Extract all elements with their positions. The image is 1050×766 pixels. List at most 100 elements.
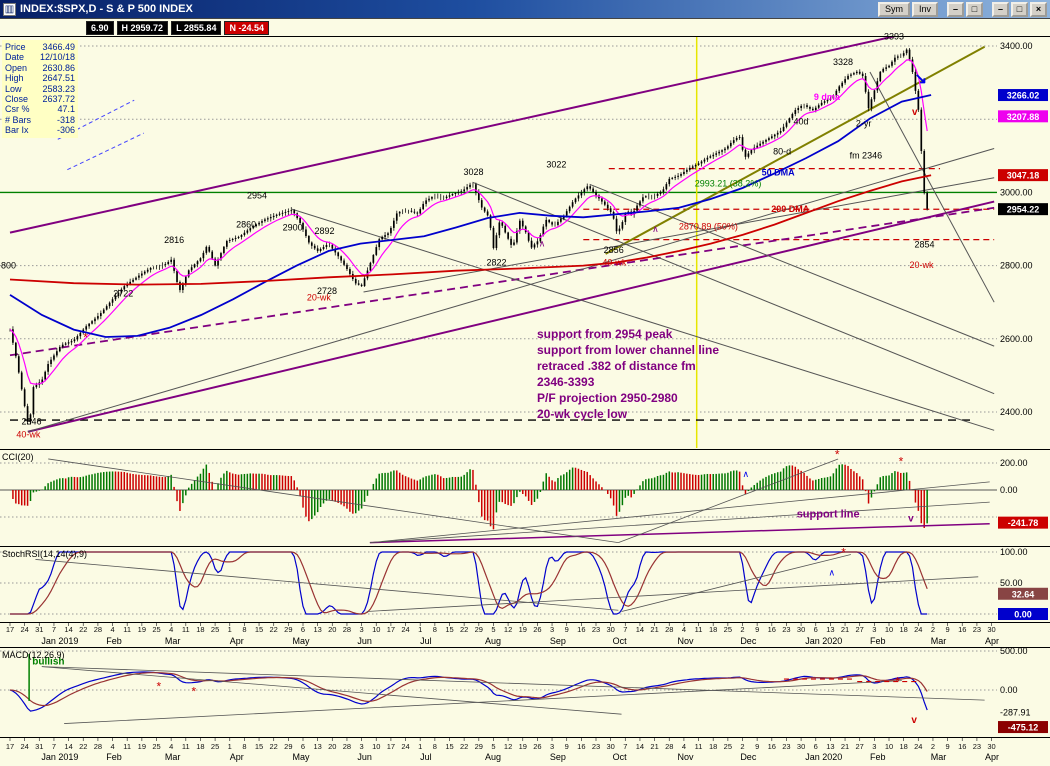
ma-9dma-line xyxy=(9,59,928,385)
restore-child-button[interactable]: □ xyxy=(966,1,983,17)
price-axis-badge-text: 3266.02 xyxy=(1007,91,1040,101)
x-axis-day-label: 13 xyxy=(313,625,321,634)
cci-axis-badge xyxy=(998,516,1048,529)
x-axis-day-label: 28 xyxy=(343,742,351,751)
x-axis-day-label: 11 xyxy=(695,742,703,751)
x-axis-day-label: 18 xyxy=(709,625,717,634)
date-axis: 17 24 31 7 14 22 28 4 11 19 25 4 11 18 25 1 8 15 22 29 6 13 20… xyxy=(6,623,999,762)
swing-price-label: 2722 xyxy=(113,288,133,298)
trendline xyxy=(605,45,986,255)
info-row: High 2647.51 xyxy=(5,73,75,84)
x-axis-day-label: 14 xyxy=(636,625,644,634)
cci-marker: ∧ xyxy=(743,469,750,479)
x-axis-month-label: Mar xyxy=(931,636,947,646)
x-axis-month-label: May xyxy=(293,636,311,646)
x-axis-day-label: 1 xyxy=(418,742,422,751)
chart-annotation-label: 50 DMA xyxy=(762,168,796,178)
price-axis-badge xyxy=(998,169,1048,182)
macd-trendline xyxy=(64,680,902,724)
trendline xyxy=(292,208,995,431)
x-axis-day-label: 22 xyxy=(460,742,468,751)
x-axis-month-label: Feb xyxy=(106,752,122,762)
x-axis-day-label: 17 xyxy=(6,625,14,634)
close-button[interactable]: × xyxy=(1030,1,1047,17)
x-axis-month-label: Feb xyxy=(106,636,122,646)
note-text-line: support from 2954 peak xyxy=(537,327,673,341)
x-axis-day-label: 31 xyxy=(35,625,43,634)
x-axis-day-label: 31 xyxy=(35,742,43,751)
x-axis-day-label: 23 xyxy=(782,625,790,634)
ma-200dma-line xyxy=(9,174,932,286)
x-axis-day-label: 18 xyxy=(899,742,907,751)
high-box: H 2959.72 xyxy=(116,21,169,35)
x-axis-day-label: 1 xyxy=(228,625,232,634)
x-axis-month-label: Mar xyxy=(165,752,181,762)
macd-axis-badge xyxy=(998,721,1048,734)
price-axis-label: 2600.00 xyxy=(1000,334,1033,344)
minimize-button[interactable]: – xyxy=(992,1,1009,17)
x-axis-day-label: 20 xyxy=(328,742,336,751)
minimize-child-button[interactable]: – xyxy=(947,1,964,17)
x-axis-month-label: Sep xyxy=(550,752,566,762)
swing-price-label: 3022 xyxy=(546,160,566,170)
x-axis-day-label: 6 xyxy=(301,625,305,634)
x-axis-day-label: 16 xyxy=(577,742,585,751)
stochrsi-marker: ∧ xyxy=(829,568,836,578)
info-row: Csr % 47.1 xyxy=(5,104,75,115)
x-axis-day-label: 15 xyxy=(255,625,263,634)
title-bar[interactable]: ▥ INDEX:$SPX,D - S & P 500 INDEX Sym Inv… xyxy=(0,0,1050,19)
x-axis-day-label: 3 xyxy=(550,625,554,634)
maximize-button[interactable]: □ xyxy=(1011,1,1028,17)
x-axis-day-label: 8 xyxy=(242,742,246,751)
cci-panel: ∧ * * v support line xyxy=(12,450,990,544)
x-axis-day-label: 27 xyxy=(856,742,864,751)
x-axis-day-label: 2 xyxy=(931,742,935,751)
cci-trendline xyxy=(369,481,990,544)
note-text-line: 2346-3393 xyxy=(537,375,595,389)
info-row: # Bars -318 xyxy=(5,114,75,125)
chart-annotation-label: 200 DMA xyxy=(771,204,810,214)
x-axis-day-label: 25 xyxy=(724,625,732,634)
x-axis-day-label: 23 xyxy=(973,742,981,751)
sym-button[interactable]: Sym xyxy=(877,1,910,17)
x-axis-day-label: 15 xyxy=(255,742,263,751)
macd-axis-label: 0.00 xyxy=(1000,685,1018,695)
x-axis-day-label: 4 xyxy=(169,625,173,634)
price-axis-badge-text: 3207.88 xyxy=(1007,112,1040,122)
price-axis-label: 2800.00 xyxy=(1000,261,1033,271)
x-axis-day-label: 16 xyxy=(958,742,966,751)
x-axis-day-label: 3 xyxy=(360,742,364,751)
x-axis-day-label: 9 xyxy=(946,625,950,634)
x-axis-day-label: 27 xyxy=(856,625,864,634)
x-axis-day-label: 16 xyxy=(577,625,585,634)
trendline xyxy=(9,37,896,234)
note-text-line: support from lower channel line xyxy=(537,343,719,357)
inv-button[interactable]: Inv xyxy=(911,1,938,17)
cci-support-line-label: support line xyxy=(797,509,860,521)
price-axis-label: 3000.00 xyxy=(1000,187,1033,197)
swing-price-label: 2816 xyxy=(164,235,184,245)
swing-price-label: 2900 xyxy=(283,222,303,232)
x-axis-day-label: 30 xyxy=(606,742,614,751)
x-axis-day-label: 20 xyxy=(328,625,336,634)
swing-price-label: 2856 xyxy=(604,245,624,255)
x-axis-day-label: 10 xyxy=(372,625,380,634)
x-axis-day-label: 28 xyxy=(94,625,102,634)
x-axis-day-label: 8 xyxy=(242,625,246,634)
price-axis-badge-text: 3047.18 xyxy=(1007,171,1040,181)
x-axis-day-label: 24 xyxy=(401,742,409,751)
low-box: L 2855.84 xyxy=(171,21,222,35)
x-axis-month-label: Aug xyxy=(485,636,501,646)
x-axis-day-label: 19 xyxy=(138,742,146,751)
x-axis-month-label: Jan 2020 xyxy=(805,636,842,646)
cci-trendline xyxy=(369,523,990,544)
x-axis-day-label: 28 xyxy=(343,625,351,634)
x-axis-day-label: 22 xyxy=(270,742,278,751)
x-axis-day-label: 6 xyxy=(814,742,818,751)
x-axis-month-label: Jan 2020 xyxy=(805,752,842,762)
x-axis-day-label: 10 xyxy=(372,742,380,751)
x-axis-day-label: 19 xyxy=(519,742,527,751)
macd-marker: * xyxy=(192,684,197,698)
info-row: Date 12/10/18 xyxy=(5,52,75,63)
